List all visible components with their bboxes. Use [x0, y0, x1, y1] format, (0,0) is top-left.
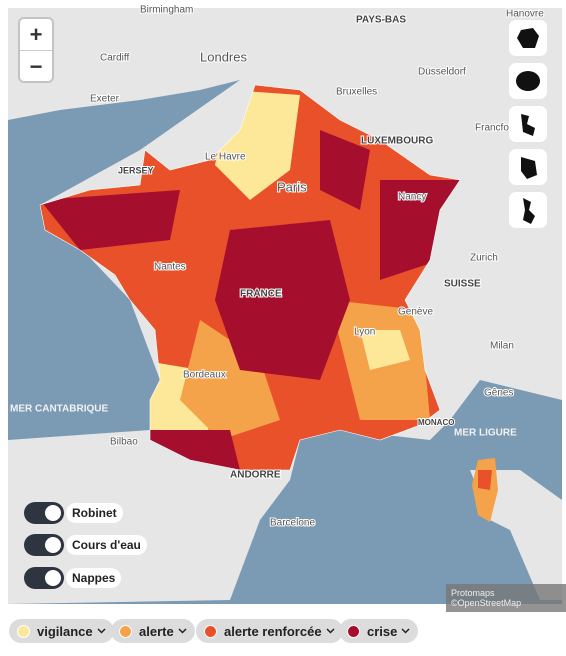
place-label: Barcelone	[270, 518, 315, 529]
zone	[320, 130, 370, 210]
territory-button[interactable]	[509, 192, 547, 228]
zone	[360, 330, 410, 370]
place-label: Bilbao	[110, 437, 138, 448]
place-label: MONACO	[418, 418, 454, 427]
place-label: Londres	[200, 49, 247, 64]
legend-button[interactable]: alerte renforcée	[196, 619, 343, 643]
zone	[40, 190, 180, 250]
map: Birmingham Cardiff Londres PAYS-BAS Hano…	[8, 4, 562, 604]
legend-button[interactable]: vigilance	[9, 619, 114, 643]
territory-button[interactable]	[509, 63, 547, 99]
toggle-label: Cours d'eau	[66, 535, 147, 555]
place-label: Genève	[398, 307, 433, 318]
toggle[interactable]: Nappes	[24, 567, 122, 589]
place-label: Le Havre	[205, 152, 246, 163]
place-label: FRANCE	[240, 289, 282, 300]
toggle-label: Nappes	[66, 568, 122, 588]
legend-button[interactable]: alerte	[111, 619, 195, 643]
place-label: Hanovre	[506, 9, 544, 20]
zoom-control: + −	[20, 19, 52, 81]
corsica-zone	[478, 470, 492, 490]
territory-button[interactable]	[509, 106, 547, 142]
place-label: Birmingham	[140, 5, 193, 16]
legend-label: crise	[367, 623, 398, 639]
zone	[180, 320, 280, 440]
place-label: PAYS-BAS	[356, 15, 406, 26]
attribution: Protomaps ©OpenStreetMap	[446, 584, 566, 612]
territory-button[interactable]	[509, 149, 547, 185]
legend-label: vigilance	[37, 623, 93, 639]
place-label: Nancy	[398, 192, 426, 203]
place-label: Düsseldorf	[418, 67, 466, 78]
territory-button[interactable]	[509, 20, 547, 56]
place-label: Nantes	[154, 262, 186, 273]
france-zones	[40, 85, 460, 470]
uk	[8, 8, 300, 120]
place-label: Francfort	[475, 123, 515, 134]
place-label: Cardiff	[100, 53, 129, 64]
place-label: Bruxelles	[336, 87, 377, 98]
zone	[215, 220, 350, 380]
place-label: LUXEMBOURG	[361, 136, 433, 147]
france-border	[39, 84, 461, 471]
place-label: ANDORRE	[230, 470, 281, 481]
legend-label: alerte	[139, 623, 174, 639]
place-label: Lyon	[354, 327, 375, 338]
zoom-out[interactable]: −	[29, 54, 43, 79]
toggle[interactable]: Robinet	[24, 502, 123, 524]
toggle-label: Robinet	[66, 503, 123, 523]
place-label: Zurich	[470, 253, 498, 264]
toggle[interactable]: Cours d'eau	[24, 534, 147, 556]
place-label: MER CANTABRIQUE	[10, 404, 108, 415]
place-label: JERSEY	[118, 165, 154, 175]
place-label: Paris	[277, 179, 307, 194]
place-label: Exeter	[90, 94, 120, 105]
place-label: Gênes	[484, 388, 513, 399]
place-label: MER LIGURE	[454, 428, 517, 439]
zoom-in[interactable]: +	[20, 19, 52, 51]
legend-label: alerte renforcée	[224, 623, 322, 639]
place-label: Bordeaux	[183, 370, 226, 381]
place-label: Milan	[490, 341, 514, 352]
legend-button[interactable]: crise	[339, 619, 419, 643]
place-label: SUISSE	[444, 279, 481, 290]
